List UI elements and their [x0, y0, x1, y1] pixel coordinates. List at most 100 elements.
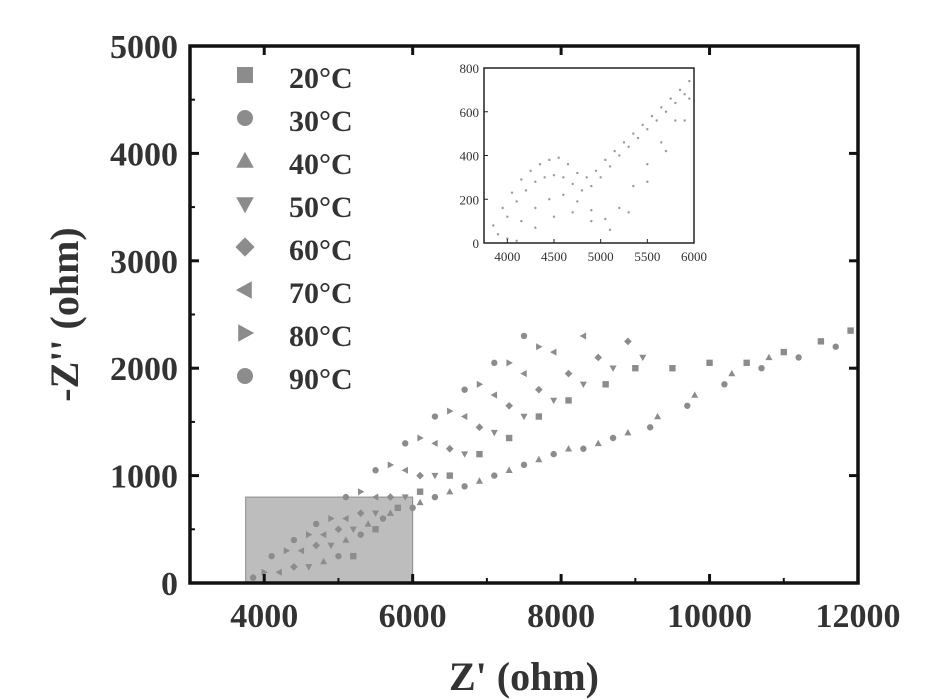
inset-data-point — [618, 154, 620, 156]
legend-label: 60°C — [289, 234, 353, 267]
inset-data-point — [557, 156, 559, 158]
inset-data-point — [511, 191, 513, 193]
inset-x-tick-label: 5000 — [588, 249, 614, 264]
inset-data-point — [683, 119, 685, 121]
data-point — [818, 338, 824, 344]
inset-x-tick-label: 5500 — [634, 249, 660, 264]
data-point — [491, 360, 497, 366]
data-point — [372, 467, 378, 473]
data-point — [358, 531, 364, 537]
inset-data-point — [553, 174, 555, 176]
data-point — [461, 386, 467, 392]
data-point — [447, 472, 453, 478]
x-tick-label: 6000 — [379, 598, 447, 635]
data-point — [550, 451, 556, 457]
y-tick-label: 3000 — [110, 244, 178, 281]
data-point — [268, 553, 274, 559]
inset-data-point — [585, 176, 587, 178]
inset-data-point — [674, 119, 676, 121]
legend-label: 40°C — [289, 148, 353, 181]
inset-y-tick-label: 0 — [473, 236, 480, 251]
data-point — [521, 333, 527, 339]
inset-data-point — [609, 229, 611, 231]
inset-data-point — [543, 176, 545, 178]
legend-marker — [237, 67, 253, 83]
inset-data-point — [571, 211, 573, 213]
inset-y-tick-label: 200 — [460, 192, 480, 207]
y-tick-label: 5000 — [110, 29, 178, 66]
inset-data-point — [595, 170, 597, 172]
inset-data-point — [534, 226, 536, 228]
x-tick-label: 10000 — [667, 598, 752, 635]
legend-label: 80°C — [289, 320, 353, 353]
data-point — [743, 360, 749, 366]
y-tick-label: 0 — [161, 566, 178, 603]
data-point — [432, 494, 438, 500]
data-point — [847, 327, 853, 333]
inset-data-point — [599, 176, 601, 178]
legend-label: 20°C — [289, 62, 353, 95]
inset-y-tick-label: 800 — [460, 61, 480, 76]
inset-data-point — [520, 178, 522, 180]
data-point — [536, 413, 542, 419]
inset-data-point — [646, 181, 648, 183]
data-point — [669, 365, 675, 371]
data-point — [335, 553, 341, 559]
inset-data-point — [576, 200, 578, 202]
inset-data-point — [562, 176, 564, 178]
inset-data-point — [501, 207, 503, 209]
data-point — [291, 537, 297, 543]
inset-data-point — [590, 185, 592, 187]
inset-data-point — [660, 106, 662, 108]
inset-data-point — [515, 200, 517, 202]
legend-label: 70°C — [289, 277, 353, 310]
x-tick-label: 12000 — [816, 598, 901, 635]
inset-data-point — [506, 216, 508, 218]
data-point — [610, 435, 616, 441]
data-point — [343, 494, 349, 500]
data-point — [506, 435, 512, 441]
data-point — [417, 489, 423, 495]
data-point — [491, 472, 497, 478]
inset-y-tick-label: 600 — [460, 105, 480, 120]
inset-data-point — [651, 115, 653, 117]
data-point — [632, 365, 638, 371]
data-point — [580, 446, 586, 452]
inset-data-point — [646, 128, 648, 130]
inset-data-point — [576, 172, 578, 174]
inset-data-point — [548, 198, 550, 200]
x-tick-label: 4000 — [230, 598, 298, 635]
data-point — [758, 365, 764, 371]
inset-data-point — [613, 150, 615, 152]
inset-data-point — [520, 220, 522, 222]
inset-data-point — [688, 97, 690, 99]
inset-data-point — [590, 220, 592, 222]
inset-data-point — [534, 207, 536, 209]
inset-data-point — [525, 189, 527, 191]
inset-data-point — [632, 185, 634, 187]
data-point — [402, 440, 408, 446]
data-point — [461, 483, 467, 489]
legend-label: 90°C — [289, 363, 353, 396]
x-tick-label: 8000 — [527, 598, 595, 635]
x-axis-label: Z' (ohm) — [449, 654, 599, 699]
inset-data-point — [623, 141, 625, 143]
data-point — [250, 574, 256, 580]
inset-data-point — [604, 159, 606, 161]
inset-x-tick-label: 4000 — [494, 249, 520, 264]
inset-data-point — [553, 216, 555, 218]
inset-data-point — [641, 124, 643, 126]
inset-data-point — [590, 209, 592, 211]
inset-data-point — [604, 218, 606, 220]
data-point — [409, 505, 415, 511]
inset-data-point — [665, 111, 667, 113]
inset-y-tick-label: 400 — [460, 149, 480, 164]
inset-data-point — [679, 89, 681, 91]
inset-plot: 400045005000550060000200400600800 — [460, 61, 708, 264]
data-point — [833, 344, 839, 350]
data-point — [795, 354, 801, 360]
inset-data-point — [669, 97, 671, 99]
data-point — [380, 515, 386, 521]
y-tick-label: 4000 — [110, 136, 178, 173]
